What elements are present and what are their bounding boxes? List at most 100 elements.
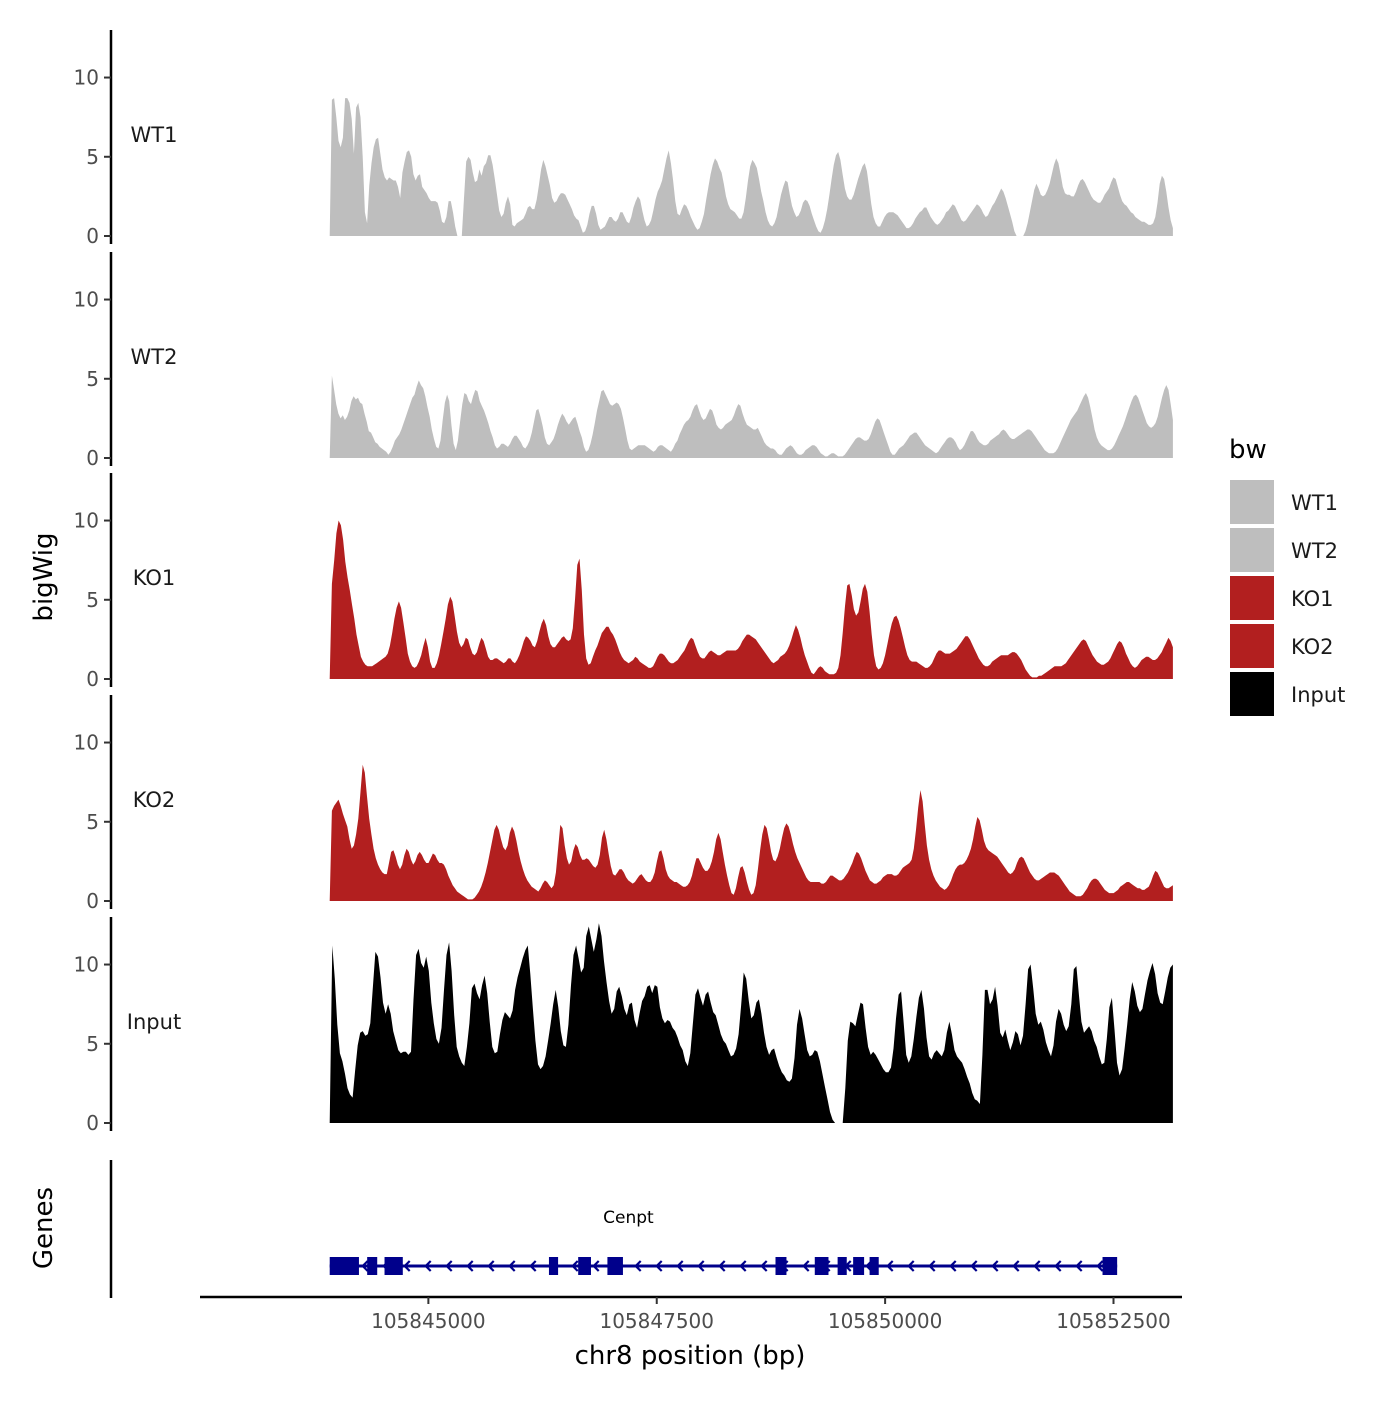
strand-arrow xyxy=(760,1260,768,1272)
gene-exon xyxy=(775,1257,787,1275)
x-tick-label: 105847500 xyxy=(599,1309,714,1333)
y-tick-label: 5 xyxy=(86,145,99,169)
y-tick-label: 0 xyxy=(86,446,99,470)
legend-entry-input: Input xyxy=(1230,672,1345,716)
y-tick-label: 0 xyxy=(86,889,99,913)
gene-exon xyxy=(329,1257,359,1275)
track-label: KO1 xyxy=(133,566,176,590)
y-tick-label: 5 xyxy=(86,810,99,834)
strand-arrow xyxy=(802,1260,810,1272)
strand-arrow xyxy=(739,1260,747,1272)
strand-arrow xyxy=(886,1260,894,1272)
strand-arrow xyxy=(487,1260,495,1272)
strand-arrow xyxy=(1033,1260,1041,1272)
strand-arrow xyxy=(970,1260,978,1272)
strand-arrow xyxy=(1075,1260,1083,1272)
x-tick-label: 105845000 xyxy=(371,1309,486,1333)
gene-exon xyxy=(607,1257,623,1275)
strand-arrow xyxy=(718,1260,726,1272)
gene-exon xyxy=(367,1257,378,1275)
x-tick-label: 105852500 xyxy=(1056,1309,1171,1333)
strand-arrow xyxy=(991,1260,999,1272)
strand-arrow xyxy=(361,1260,369,1272)
gene-label: Cenpt xyxy=(603,1208,654,1228)
legend-swatch xyxy=(1230,480,1274,524)
track-label: Input xyxy=(127,1010,181,1034)
strand-arrow xyxy=(949,1260,957,1272)
strand-arrow xyxy=(466,1260,474,1272)
legend-entry-ko1: KO1 xyxy=(1230,576,1334,620)
y-tick-label: 10 xyxy=(74,66,99,90)
track-label: KO2 xyxy=(133,788,176,812)
legend-entry-wt2: WT2 xyxy=(1230,528,1338,572)
legend-label: Input xyxy=(1291,683,1345,707)
y-axis-title: bigWig xyxy=(29,532,59,621)
strand-arrow xyxy=(1054,1260,1062,1272)
legend-entry-ko2: KO2 xyxy=(1230,624,1334,668)
genes-track: Cenpt xyxy=(109,1160,1118,1298)
strand-arrow xyxy=(676,1260,684,1272)
legend-title: bw xyxy=(1229,435,1267,465)
legend: WT1 WT2 KO1 KO2 Input xyxy=(1230,480,1345,716)
track-label: WT1 xyxy=(131,123,178,147)
strand-arrow xyxy=(403,1260,411,1272)
strand-arrow xyxy=(592,1260,600,1272)
tracks-layer: 0 5 10 WT1 0 5 10 WT2 0 5 10 KO1 0 5 10 KO2 0 5 10 Input xyxy=(74,30,1173,1135)
strand-arrow xyxy=(571,1260,579,1272)
strand-arrow xyxy=(445,1260,453,1272)
legend-swatch xyxy=(1230,528,1274,572)
gene-exon xyxy=(853,1257,865,1275)
y-tick-label: 10 xyxy=(74,509,99,533)
legend-swatch xyxy=(1230,672,1274,716)
y-tick-label: 0 xyxy=(86,667,99,691)
y-tick-label: 5 xyxy=(86,588,99,612)
gene-exon xyxy=(1102,1257,1118,1275)
y-tick-label: 5 xyxy=(86,367,99,391)
strand-arrow xyxy=(655,1260,663,1272)
y-tick-label: 0 xyxy=(86,1111,99,1135)
y-tick-label: 10 xyxy=(74,288,99,312)
strand-arrow xyxy=(907,1260,915,1272)
strand-arrow xyxy=(1096,1260,1104,1272)
gene-exon xyxy=(837,1257,847,1275)
area-wt2 xyxy=(329,375,1173,458)
strand-arrow xyxy=(529,1260,537,1272)
gene-exon xyxy=(578,1257,591,1275)
strand-arrow xyxy=(424,1260,432,1272)
area-input xyxy=(329,923,1173,1123)
y-tick-label: 10 xyxy=(74,731,99,755)
strand-arrow xyxy=(1012,1260,1020,1272)
area-ko2 xyxy=(329,764,1173,901)
area-ko1 xyxy=(329,520,1173,679)
strand-arrow xyxy=(634,1260,642,1272)
gene-exon xyxy=(869,1257,879,1275)
gene-cenpt: Cenpt xyxy=(329,1208,1118,1275)
strand-arrow xyxy=(928,1260,936,1272)
track-wt2: 0 5 10 WT2 xyxy=(74,252,1173,470)
genes-axis-title: Genes xyxy=(29,1187,59,1269)
gene-exon xyxy=(384,1257,403,1275)
track-ko1: 0 5 10 KO1 xyxy=(74,473,1173,691)
legend-label: WT1 xyxy=(1291,491,1338,515)
strand-arrow xyxy=(508,1260,516,1272)
legend-label: KO1 xyxy=(1291,587,1334,611)
track-input: 0 5 10 Input xyxy=(74,917,1173,1135)
legend-entry-wt1: WT1 xyxy=(1230,480,1338,524)
y-tick-label: 5 xyxy=(86,1032,99,1056)
track-ko2: 0 5 10 KO2 xyxy=(74,695,1173,913)
gene-exon xyxy=(814,1257,829,1275)
x-tick-label: 105850000 xyxy=(828,1309,943,1333)
x-axis-title: chr8 position (bp) xyxy=(575,1341,806,1371)
track-label: WT2 xyxy=(131,345,178,369)
area-wt1 xyxy=(329,98,1173,236)
x-axis: 105845000 105847500 105850000 105852500 xyxy=(200,1295,1182,1333)
track-wt1: 0 5 10 WT1 xyxy=(74,30,1173,248)
legend-swatch xyxy=(1230,624,1274,668)
y-tick-label: 10 xyxy=(74,953,99,977)
legend-swatch xyxy=(1230,576,1274,620)
strand-arrow xyxy=(697,1260,705,1272)
y-tick-label: 0 xyxy=(86,224,99,248)
legend-label: KO2 xyxy=(1291,635,1334,659)
